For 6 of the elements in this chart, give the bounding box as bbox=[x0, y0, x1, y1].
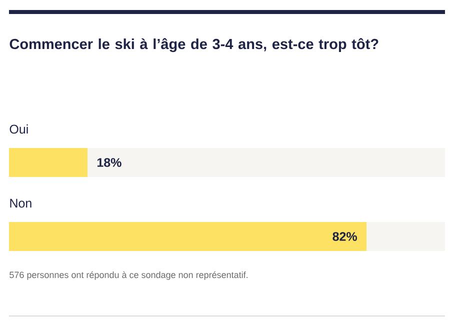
chart-title: Commencer le ski à l’âge de 3-4 ans, est-ce trop tôt? bbox=[10, 38, 378, 52]
data-label: 82% bbox=[332, 232, 357, 241]
data-label: 18% bbox=[97, 158, 122, 167]
y-tick-label: Oui bbox=[10, 124, 28, 134]
text: 576 personnes ont répondu à ce sondage non représentatif. bbox=[10, 271, 248, 280]
y-tick-label: Non bbox=[10, 198, 32, 208]
